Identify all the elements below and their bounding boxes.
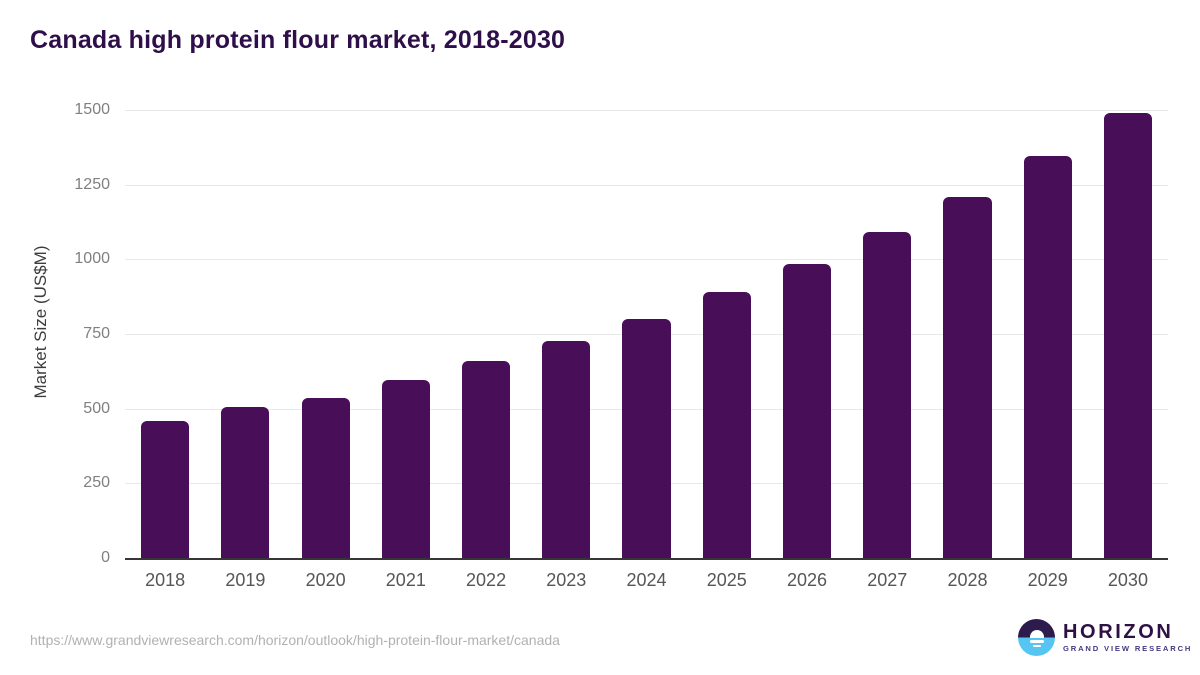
bar-2023 [542, 341, 591, 558]
bar-2019 [221, 407, 270, 558]
x-tick-label-2023: 2023 [546, 570, 587, 590]
x-tick-label-2022: 2022 [466, 570, 507, 590]
x-tick-label-2019: 2019 [225, 570, 266, 590]
horizon-logo-text: HORIZON GRAND VIEW RESEARCH [1063, 622, 1192, 653]
logo-brand-name: HORIZON [1063, 621, 1174, 643]
bar-slot-2025 [687, 110, 767, 558]
bar-slot-2026 [767, 110, 847, 558]
chart-title: Canada high protein flour market, 2018-2… [30, 26, 566, 54]
bar-2028 [943, 196, 992, 558]
horizon-logo: HORIZON GRAND VIEW RESEARCH [1018, 619, 1192, 656]
bar-slot-2018 [125, 110, 205, 558]
plot-area: 2018 2019 2020 2021 2022 2023 2024 2025 2026 2027… [74, 101, 1168, 590]
bar-2029 [1023, 156, 1072, 558]
y-tick-label-750: 750 [83, 325, 110, 342]
x-tick-label-2018: 2018 [145, 570, 186, 590]
x-tick-label-2027: 2027 [867, 570, 908, 590]
bar-2018 [141, 420, 190, 558]
bar-2021 [381, 380, 430, 558]
sun-icon [1029, 630, 1044, 638]
bar-slot-2024 [606, 110, 686, 558]
bar-slot-2030 [1088, 110, 1168, 558]
y-tick-label-250: 250 [83, 474, 110, 492]
bar-2020 [301, 398, 350, 558]
bar-2026 [782, 263, 832, 558]
x-axis-labels: 2018 2019 2020 2021 2022 2023 2024 2025 2026 2027… [125, 570, 1168, 591]
bar-slot-2021 [366, 110, 446, 558]
bar-2024 [622, 319, 671, 558]
bar-slot-2023 [526, 110, 606, 558]
x-tick-label-2026: 2026 [786, 570, 828, 590]
source-url-text: https://www.grandviewresearch.com/horizo… [30, 632, 560, 648]
gridline-1000 [125, 259, 1168, 261]
bar-slot-2029 [1008, 110, 1088, 558]
y-tick-label-0: 0 [101, 549, 110, 566]
bar-slot-2027 [847, 110, 927, 558]
gridline-1500 [125, 110, 1168, 111]
x-tick-label-2021: 2021 [385, 570, 426, 590]
x-tick-label-2024: 2024 [626, 570, 667, 590]
bar-2027 [863, 232, 912, 558]
bar-slot-2028 [927, 110, 1007, 558]
y-tick-label-1000: 1000 [74, 250, 110, 268]
bar-slot-2022 [446, 110, 526, 558]
bar-2025 [702, 292, 751, 558]
y-axis-title: Market Size (US$M) [31, 245, 50, 399]
x-tick-label-2028: 2028 [947, 570, 988, 590]
bar-2022 [461, 360, 511, 558]
bars-row [125, 110, 1168, 558]
horizon-logo-icon [1018, 619, 1055, 656]
y-tick-label-1250: 1250 [74, 175, 110, 193]
logo-brand-subtitle: GRAND VIEW RESEARCH [1063, 644, 1193, 653]
x-tick-label-2030: 2030 [1107, 570, 1148, 590]
bar-slot-2019 [205, 110, 285, 558]
ripple-icon [1029, 640, 1044, 643]
y-tick-label-1500: 1500 [74, 101, 110, 118]
x-tick-label-2020: 2020 [305, 570, 346, 590]
gridline-1250 [125, 184, 1168, 186]
x-tick-label-2025: 2025 [706, 570, 747, 590]
bar-slot-2020 [285, 110, 365, 558]
y-tick-label-500: 500 [83, 399, 110, 417]
bar-2030 [1103, 113, 1152, 558]
x-tick-label-2029: 2029 [1027, 570, 1068, 590]
ripple-icon [1032, 644, 1041, 648]
